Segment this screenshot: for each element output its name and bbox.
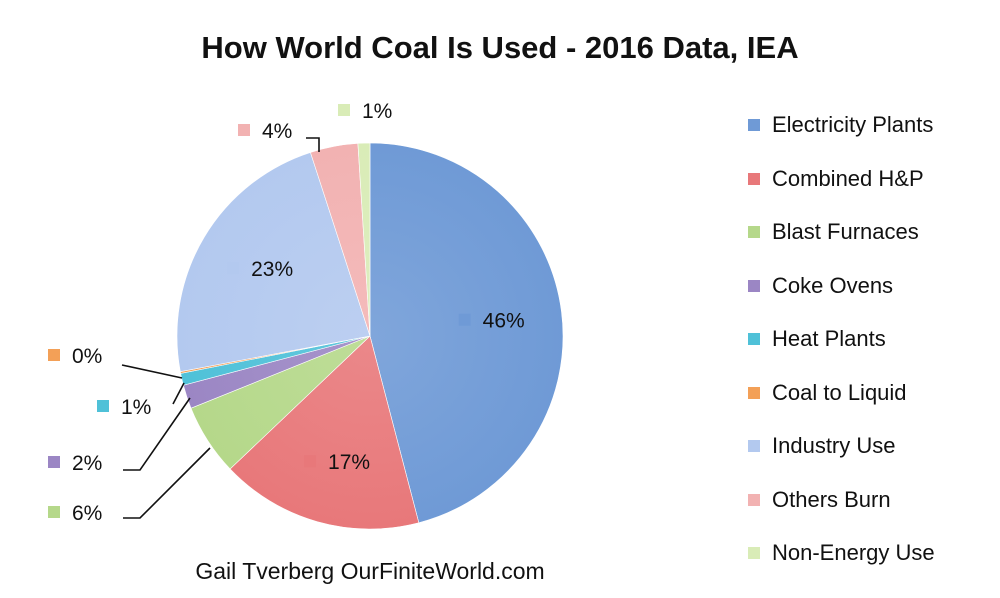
- data-label-swatch: [304, 455, 317, 468]
- data-label-swatch: [97, 400, 109, 412]
- legend-label: Heat Plants: [772, 326, 886, 351]
- legend-label: Electricity Plants: [772, 112, 934, 137]
- pie-slice: [229, 335, 420, 530]
- data-label-swatch: [227, 262, 240, 275]
- data-label-swatch: [338, 104, 350, 116]
- legend-item: Heat Plants: [748, 324, 886, 354]
- data-label: 4%: [262, 120, 292, 143]
- leader-line: [123, 447, 211, 519]
- legend-item: Coal to Liquid: [748, 378, 907, 408]
- legend-swatch: [748, 440, 760, 452]
- legend-item: Electricity Plants: [748, 110, 933, 140]
- legend-item: Industry Use: [748, 431, 896, 461]
- leader-line: [121, 364, 183, 379]
- leader-line: [306, 137, 320, 152]
- legend-swatch: [748, 547, 760, 559]
- legend-label: Non-Energy Use: [772, 540, 935, 565]
- credit-text: Gail Tverberg OurFiniteWorld.com: [195, 558, 545, 584]
- legend-swatch: [748, 172, 760, 185]
- pie-slice: [369, 142, 564, 524]
- legend-label: Coal to Liquid: [772, 379, 907, 405]
- legend-item: Coke Ovens: [748, 271, 893, 301]
- legend-swatch: [748, 333, 760, 345]
- data-label: 1%: [362, 100, 392, 123]
- data-label-swatch: [48, 456, 60, 468]
- legend-swatch: [748, 493, 760, 506]
- legend-label: Industry Use: [772, 433, 896, 458]
- legend-label: Coke Ovens: [772, 272, 894, 298]
- data-label: 0%: [72, 345, 102, 368]
- leader-line: [123, 397, 191, 471]
- data-label: 46%: [483, 310, 525, 333]
- data-label: 23%: [251, 258, 293, 281]
- legend-swatch: [748, 226, 760, 238]
- legend-item: Blast Furnaces: [748, 217, 919, 247]
- legend-label: Blast Furnaces: [772, 219, 919, 244]
- legend-label: Others Burn: [772, 486, 891, 512]
- legend-item: Non-Energy Use: [748, 538, 935, 568]
- data-label: 1%: [121, 396, 151, 419]
- data-label: 6%: [72, 502, 102, 525]
- legend-swatch: [748, 279, 760, 292]
- pie-slice: [176, 152, 371, 373]
- data-label-swatch: [48, 506, 60, 518]
- data-label-swatch: [238, 124, 250, 136]
- legend-label: Combined H&P: [772, 165, 924, 191]
- data-label-swatch: [458, 313, 471, 326]
- data-label-swatch: [48, 349, 60, 361]
- legend-item: Combined H&P: [748, 164, 924, 194]
- data-label: 17%: [328, 451, 370, 474]
- data-label: 2%: [72, 452, 102, 475]
- legend-item: Others Burn: [748, 485, 891, 515]
- pie-slice: [357, 142, 371, 337]
- legend-swatch: [748, 119, 760, 131]
- legend-swatch: [748, 386, 760, 399]
- leader-line: [172, 382, 185, 405]
- chart-title: How World Coal Is Used - 2016 Data, IEA: [201, 30, 799, 65]
